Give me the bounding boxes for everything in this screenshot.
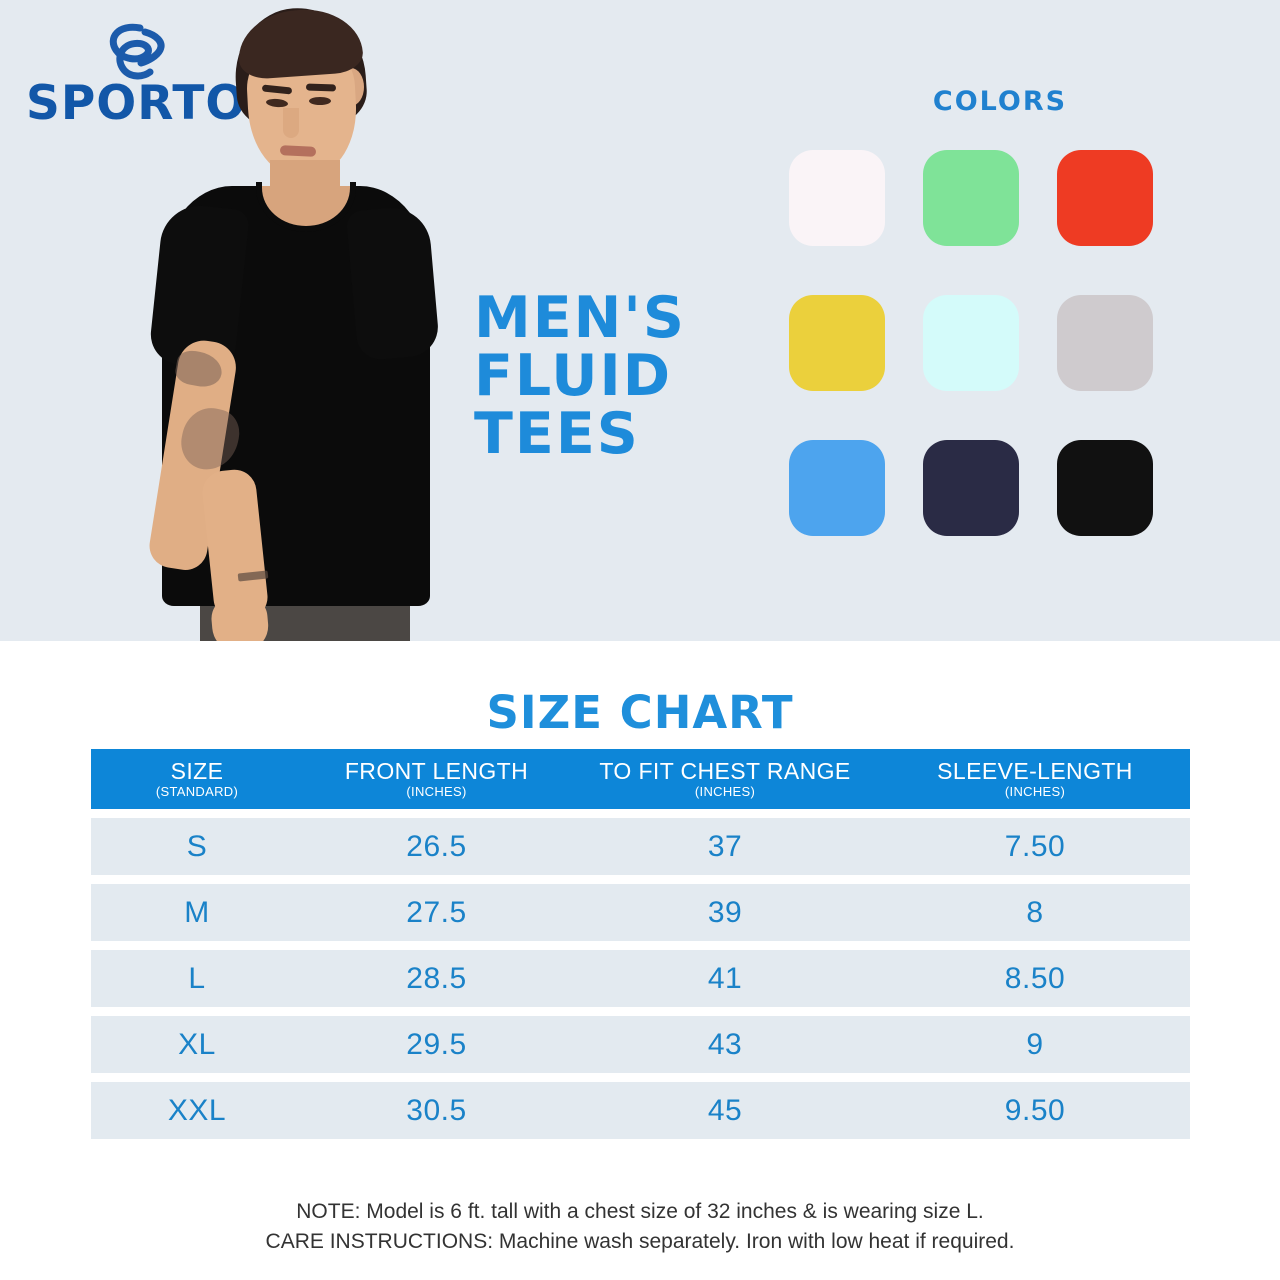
cell-sleeve-length: 7.50	[1004, 829, 1066, 863]
cell-sleeve-length: 8.50	[1004, 961, 1066, 995]
size-chart-table: SIZE (STANDARD) FRONT LENGTH (INCHES) TO…	[91, 749, 1190, 1139]
note-care-instructions: CARE INSTRUCTIONS: Machine wash separate…	[265, 1230, 1015, 1254]
column-header-front-length-unit: (INCHES)	[406, 783, 467, 799]
sporto-swoosh-icon	[109, 23, 165, 80]
column-header-chest-range-unit: (INCHES)	[694, 783, 756, 799]
table-row: L 28.5 41 8.50	[91, 950, 1190, 1007]
brand-logo: SPORTO	[26, 22, 247, 132]
color-swatch-red[interactable]	[1057, 150, 1153, 246]
model-eyebrow-right	[305, 83, 337, 92]
color-swatch-grid	[789, 150, 1153, 536]
table-row: XXL 30.5 45 9.50	[91, 1082, 1190, 1139]
headline-line-2: FLUID	[474, 343, 673, 410]
column-header-sleeve-length-unit: (INCHES)	[1004, 783, 1066, 799]
column-header-size-label: SIZE	[170, 757, 224, 784]
column-header-sleeve-length: SLEEVE-LENGTH (INCHES)	[880, 749, 1190, 809]
column-header-chest-range-label: TO FIT CHEST RANGE	[599, 757, 851, 784]
model-sleeve-right	[345, 204, 441, 362]
color-swatch-pale-aqua[interactable]	[923, 295, 1019, 391]
hero-banner: SPORTO MEN'S FLUID TEES COLORS	[0, 0, 1280, 641]
table-header-row: SIZE (STANDARD) FRONT LENGTH (INCHES) TO…	[91, 749, 1190, 809]
cell-size: XL	[178, 1027, 216, 1061]
column-header-size-unit: (STANDARD)	[155, 783, 239, 799]
cell-chest-range: 37	[707, 829, 743, 863]
cell-chest-range: 45	[707, 1093, 743, 1127]
size-chart-title: SIZE CHART	[486, 686, 794, 739]
column-header-front-length-label: FRONT LENGTH	[344, 757, 529, 784]
column-header-size: SIZE (STANDARD)	[91, 749, 303, 809]
cell-size: L	[188, 961, 206, 995]
footer-notes: NOTE: Model is 6 ft. tall with a chest s…	[0, 1197, 1280, 1258]
table-row: XL 29.5 43 9	[91, 1016, 1190, 1073]
model-nose	[283, 108, 299, 138]
cell-sleeve-length: 9	[1026, 1027, 1044, 1061]
model-eye-right	[309, 97, 331, 105]
hero-headline: MEN'S FLUID TEES	[474, 285, 686, 468]
column-header-front-length: FRONT LENGTH (INCHES)	[303, 749, 570, 809]
cell-sleeve-length: 8	[1026, 895, 1044, 929]
column-header-sleeve-length-label: SLEEVE-LENGTH	[937, 757, 1133, 784]
color-swatch-mint-green[interactable]	[923, 150, 1019, 246]
cell-front-length: 26.5	[406, 829, 467, 863]
cell-front-length: 30.5	[406, 1093, 467, 1127]
cell-chest-range: 39	[707, 895, 743, 929]
cell-front-length: 29.5	[406, 1027, 467, 1061]
color-swatch-white[interactable]	[789, 150, 885, 246]
color-swatch-navy[interactable]	[923, 440, 1019, 536]
colors-title: COLORS	[932, 86, 1068, 117]
cell-size: XXL	[167, 1093, 227, 1127]
cell-front-length: 28.5	[406, 961, 467, 995]
cell-chest-range: 41	[707, 961, 743, 995]
color-swatch-grey-melange[interactable]	[1057, 295, 1153, 391]
color-swatch-black[interactable]	[1057, 440, 1153, 536]
table-row: M 27.5 39 8	[91, 884, 1190, 941]
cell-chest-range: 43	[707, 1027, 743, 1061]
color-swatch-sky-blue[interactable]	[789, 440, 885, 536]
cell-front-length: 27.5	[406, 895, 467, 929]
model-photo	[120, 0, 460, 641]
brand-wordmark: SPORTO	[26, 76, 247, 131]
note-model-info: NOTE: Model is 6 ft. tall with a chest s…	[296, 1200, 984, 1223]
table-row: S 26.5 37 7.50	[91, 818, 1190, 875]
headline-line-1: MEN'S	[474, 285, 686, 351]
cell-size: M	[184, 895, 210, 929]
model-mouth	[279, 145, 317, 157]
headline-line-3: TEES	[474, 401, 640, 468]
model-hair-top	[235, 5, 365, 81]
cell-sleeve-length: 9.50	[1004, 1093, 1066, 1127]
column-header-chest-range: TO FIT CHEST RANGE (INCHES)	[570, 749, 880, 809]
color-swatch-yellow[interactable]	[789, 295, 885, 391]
cell-size: S	[186, 829, 208, 863]
